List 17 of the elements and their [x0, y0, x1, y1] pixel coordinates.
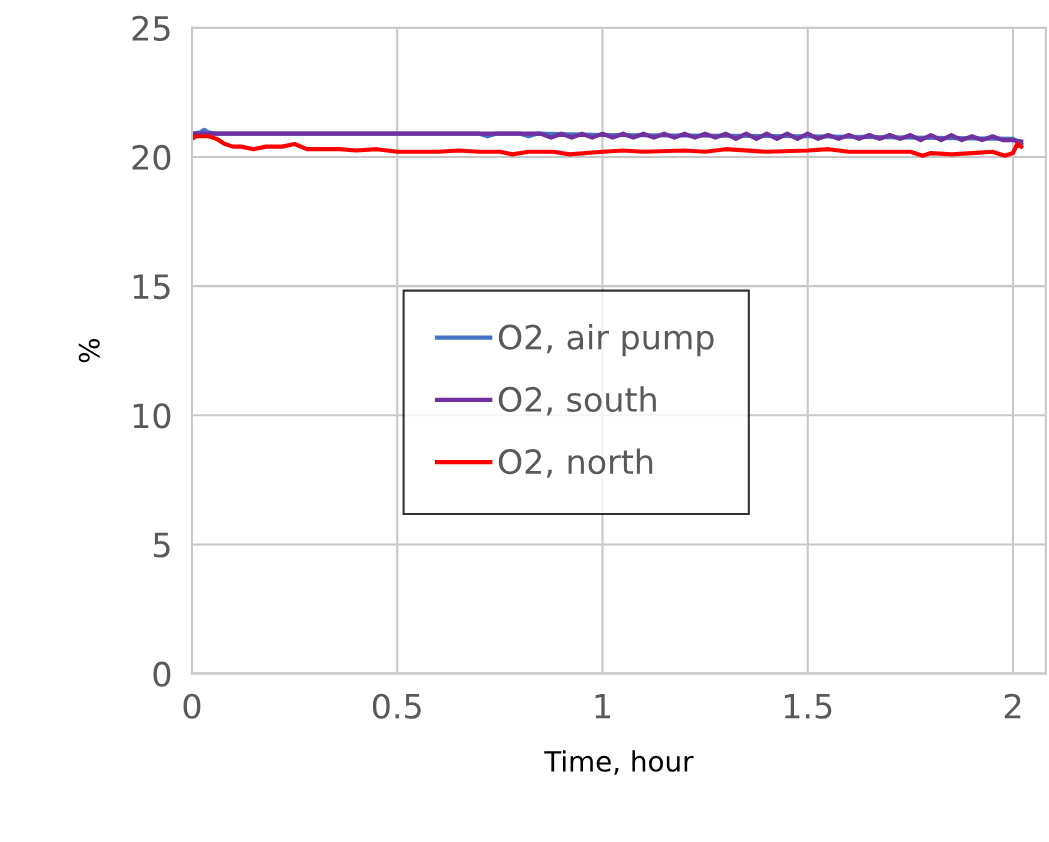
x-tick-label: 2 — [1004, 693, 1021, 719]
legend-label: O2, air pump — [498, 323, 714, 357]
x-tick-label: 0.5 — [372, 693, 421, 719]
x-tick-label: 1.5 — [784, 694, 832, 719]
y-tick-label: 10 — [133, 403, 171, 429]
y-tick-label: 5 — [153, 532, 170, 558]
y-tick-label: 15 — [133, 274, 170, 300]
y-tick-label: 25 — [132, 15, 170, 41]
y-tick-label: 20 — [132, 144, 171, 171]
line-series — [191, 134, 1024, 158]
x-tick-label: 1 — [595, 694, 611, 719]
legend-label: O2, north — [498, 448, 653, 478]
x-axis-title: Time, hour — [544, 750, 694, 775]
legend-label: O2, south — [498, 386, 656, 416]
y-axis-title: % — [78, 339, 100, 363]
x-tick-label: 0 — [183, 693, 201, 719]
y-tick-label: 0 — [153, 661, 171, 687]
